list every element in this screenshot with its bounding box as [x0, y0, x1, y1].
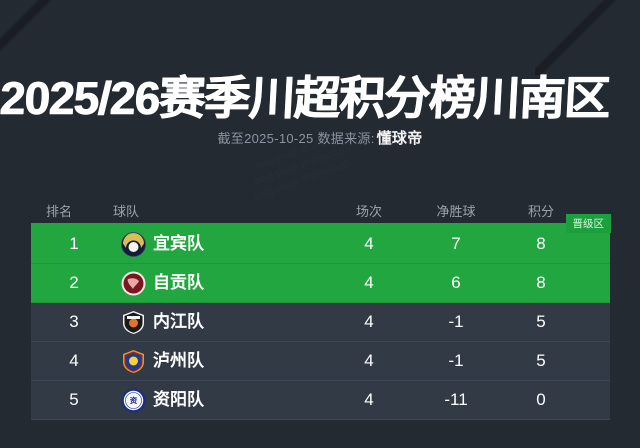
svg-text:资: 资 [130, 395, 138, 405]
